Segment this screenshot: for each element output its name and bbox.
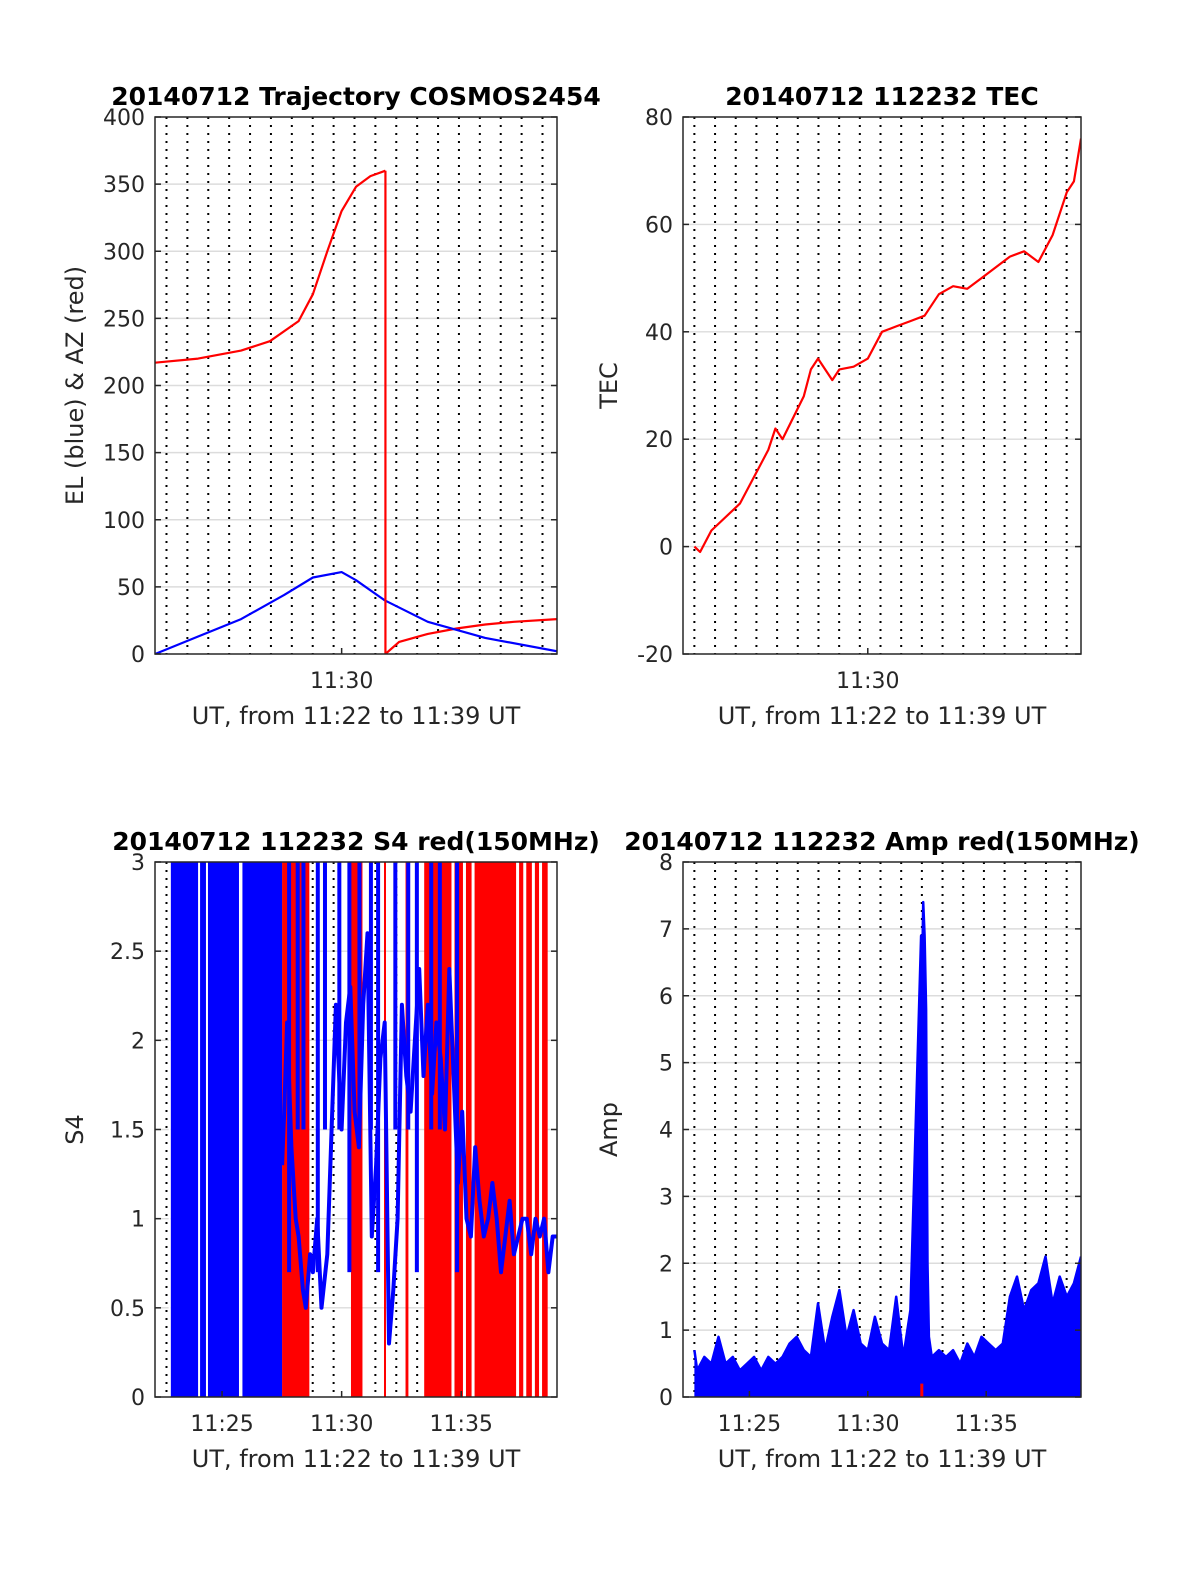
y-tick-label: 3 bbox=[659, 1185, 673, 1210]
x-axis-label: UT, from 11:22 to 11:39 UT bbox=[192, 702, 521, 730]
y-tick-label: 50 bbox=[117, 576, 145, 601]
y-tick-label: -20 bbox=[637, 643, 673, 668]
series-line-2 bbox=[384, 618, 557, 654]
chart-panel-4: 0 1 2 3 4 5 6 7 8 11:25 11:30 11:35 UT, from 11:22 t… bbox=[595, 827, 1140, 1473]
y-tick-label: 2 bbox=[659, 1252, 673, 1277]
gap bbox=[539, 862, 543, 1397]
y-tick-label: 4 bbox=[659, 1119, 673, 1144]
y-tick-label: 2.5 bbox=[110, 940, 145, 965]
gap bbox=[531, 862, 535, 1397]
y-tick-label: 2 bbox=[131, 1029, 145, 1054]
y-tick-label: 250 bbox=[103, 307, 145, 332]
x-tick-label: 11:25 bbox=[718, 1412, 781, 1437]
chart-title: 20140712 112232 Amp red(150MHz) bbox=[624, 827, 1140, 856]
y-tick-label: 150 bbox=[103, 442, 145, 467]
y-tick-label: 7 bbox=[659, 918, 673, 943]
y-axis-label: EL (blue) & AZ (red) bbox=[61, 266, 89, 505]
y-axis-label: S4 bbox=[61, 1114, 89, 1145]
blue-burst bbox=[437, 862, 442, 1130]
blue-burst bbox=[357, 862, 362, 1130]
y-tick-label: 0 bbox=[131, 1386, 145, 1411]
y-tick-label: 5 bbox=[659, 1052, 673, 1077]
x-tick-label: 11:35 bbox=[430, 1412, 493, 1437]
blue-burst bbox=[376, 862, 381, 1273]
plot-content bbox=[155, 169, 557, 654]
series-line-1 bbox=[693, 138, 1081, 554]
gap bbox=[523, 862, 527, 1397]
y-tick-label: 1.5 bbox=[110, 1119, 145, 1144]
x-tick-label: 11:35 bbox=[954, 1412, 1017, 1437]
x-tick-label: 11:30 bbox=[836, 1412, 899, 1437]
series-blue-fill bbox=[170, 862, 239, 1397]
y-axis-label: Amp bbox=[595, 1102, 623, 1157]
y-tick-label: 0 bbox=[659, 536, 673, 561]
y-tick-label: 0.5 bbox=[110, 1297, 145, 1322]
blue-burst bbox=[429, 862, 434, 1130]
y-tick-label: 350 bbox=[103, 173, 145, 198]
blue-burst bbox=[368, 862, 373, 1130]
blue-burst bbox=[337, 862, 342, 1130]
y-tick-label: 6 bbox=[659, 985, 673, 1010]
plot-content bbox=[168, 862, 557, 1397]
y-tick-label: 400 bbox=[103, 106, 145, 131]
series-line-1 bbox=[155, 169, 386, 364]
chart-title: 20140712 Trajectory COSMOS2454 bbox=[111, 82, 601, 111]
y-tick-label: 100 bbox=[103, 509, 145, 534]
gap bbox=[205, 862, 208, 1397]
plot-content bbox=[693, 900, 1081, 1397]
gap bbox=[451, 862, 455, 1397]
series-line-3 bbox=[155, 571, 557, 654]
series-area bbox=[694, 902, 1081, 1397]
y-axis-label: TEC bbox=[595, 362, 623, 410]
gap bbox=[516, 862, 520, 1397]
gap bbox=[471, 862, 475, 1397]
chart-panel-3: 0 0.5 1 1.5 2 2.5 3 11:25 11:30 11:35 UT, from 11:… bbox=[61, 827, 600, 1473]
gap bbox=[238, 862, 241, 1397]
blue-burst bbox=[287, 862, 292, 1273]
y-tick-label: 40 bbox=[645, 321, 673, 346]
series-red-fill bbox=[424, 862, 427, 1397]
blue-burst bbox=[414, 862, 419, 1273]
x-tick-label: 11:25 bbox=[190, 1412, 253, 1437]
chart-title: 20140712 112232 TEC bbox=[725, 82, 1038, 111]
blue-burst bbox=[347, 862, 352, 1273]
x-axis-label: UT, from 11:22 to 11:39 UT bbox=[718, 1445, 1047, 1473]
y-tick-label: 60 bbox=[645, 213, 673, 238]
y-tick-label: 300 bbox=[103, 240, 145, 265]
blue-burst bbox=[455, 862, 460, 1273]
gap bbox=[168, 862, 171, 1397]
blue-burst bbox=[393, 862, 398, 1130]
chart-panel-2: -20 0 20 40 60 80 11:30 UT, from 11:22 to 11:39… bbox=[595, 82, 1082, 730]
y-tick-label: 1 bbox=[131, 1208, 145, 1233]
series-red-fill bbox=[441, 862, 444, 1397]
y-tick-label: 0 bbox=[131, 643, 145, 668]
blue-burst bbox=[295, 862, 300, 1130]
plot-content bbox=[693, 138, 1081, 554]
y-tick-label: 20 bbox=[645, 428, 673, 453]
y-tick-label: 1 bbox=[659, 1319, 673, 1344]
gap bbox=[240, 862, 243, 1397]
y-tick-label: 80 bbox=[645, 106, 673, 131]
x-axis-label: UT, from 11:22 to 11:39 UT bbox=[718, 702, 1047, 730]
chart-title: 20140712 112232 S4 red(150MHz) bbox=[112, 827, 600, 856]
x-axis-label: UT, from 11:22 to 11:39 UT bbox=[192, 1445, 521, 1473]
x-tick-label: 11:30 bbox=[836, 669, 899, 694]
chart-panel-1: 0 50 100 150 200 250 300 350 400 11:30 UT, from 11… bbox=[61, 82, 601, 730]
y-tick-label: 8 bbox=[659, 851, 673, 876]
series-blue-fill bbox=[241, 862, 283, 1397]
gap bbox=[198, 862, 201, 1397]
y-tick-label: 200 bbox=[103, 375, 145, 400]
axes-box bbox=[682, 116, 1082, 655]
x-tick-label: 11:30 bbox=[310, 1412, 373, 1437]
x-tick-label: 11:30 bbox=[310, 669, 373, 694]
plot-area bbox=[683, 117, 1081, 654]
blue-burst bbox=[315, 862, 320, 1273]
y-tick-label: 3 bbox=[131, 851, 145, 876]
blue-burst bbox=[406, 862, 411, 1130]
blue-burst bbox=[301, 862, 306, 1130]
y-tick-label: 0 bbox=[659, 1386, 673, 1411]
blue-burst bbox=[322, 862, 327, 1130]
